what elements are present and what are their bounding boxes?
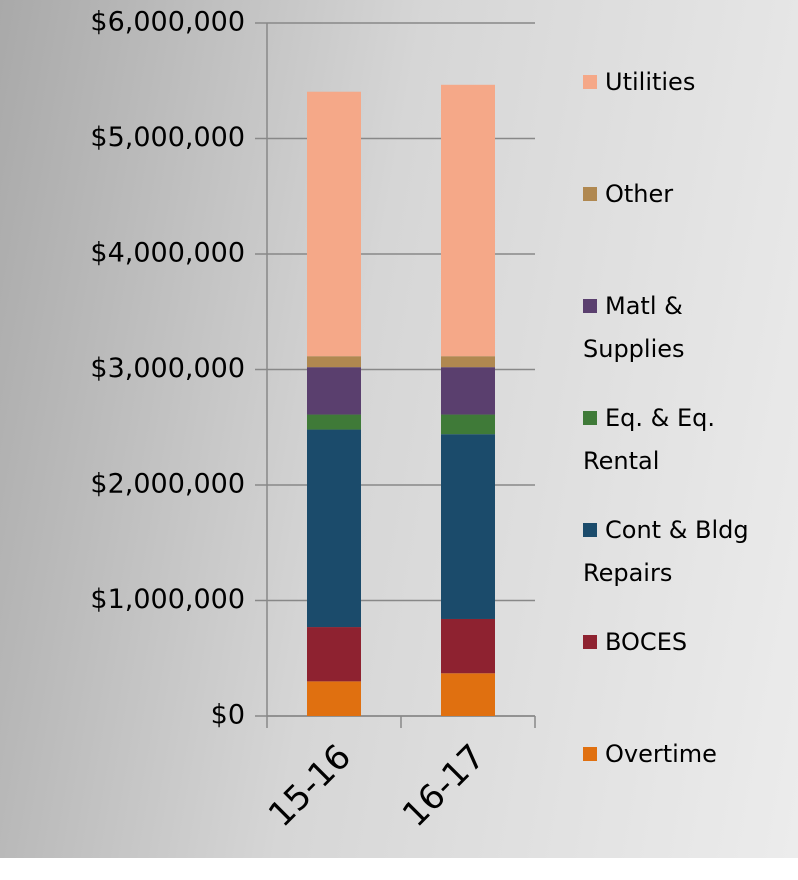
bar-segment (441, 618, 495, 674)
legend-swatch (583, 187, 597, 201)
background (0, 0, 798, 858)
legend-item: BOCES (583, 621, 779, 664)
bar-segment (307, 681, 361, 716)
bar-segment (441, 356, 495, 368)
legend-label: Eq. & Eq. Rental (583, 404, 716, 475)
legend-swatch (583, 299, 597, 313)
bar-segment (307, 414, 361, 430)
legend-label: Overtime (605, 740, 717, 768)
y-tick-label: $2,000,000 (90, 469, 245, 500)
bar-segment (307, 91, 361, 357)
legend-label: Other (605, 180, 674, 208)
legend-item: Other (583, 173, 779, 216)
y-tick-label: $1,000,000 (90, 584, 245, 615)
x-tick-label: 15-16 (261, 737, 359, 835)
bar-segment (441, 84, 495, 357)
bar-segment (441, 673, 495, 716)
legend-label: Cont & Bldg Repairs (583, 516, 749, 587)
legend-swatch (583, 747, 597, 761)
legend-swatch (583, 635, 597, 649)
y-tick-label: $4,000,000 (90, 238, 245, 269)
bar-segment (307, 367, 361, 415)
bar-segment (441, 414, 495, 435)
y-tick-label: $5,000,000 (90, 122, 245, 153)
y-tick-label: $6,000,000 (90, 7, 245, 38)
x-tick-label: 16-17 (395, 737, 493, 835)
legend-item: Matl & Supplies (583, 285, 779, 371)
legend-label: BOCES (605, 628, 688, 656)
legend-item: Overtime (583, 733, 779, 776)
legend-swatch (583, 411, 597, 425)
y-tick-label: $0 (211, 700, 245, 731)
legend-item: Eq. & Eq. Rental (583, 397, 779, 483)
bar-segment (307, 429, 361, 628)
bar-segment (307, 627, 361, 682)
bar-segment (307, 356, 361, 368)
bar-segment (441, 434, 495, 619)
bar-segment (441, 367, 495, 415)
legend-label: Matl & Supplies (583, 292, 685, 363)
y-tick-label: $3,000,000 (90, 353, 245, 384)
legend-label: Utilities (605, 68, 696, 96)
legend-item: Utilities (583, 61, 779, 104)
legend-swatch (583, 75, 597, 89)
legend-swatch (583, 523, 597, 537)
legend-item: Cont & Bldg Repairs (583, 509, 779, 595)
